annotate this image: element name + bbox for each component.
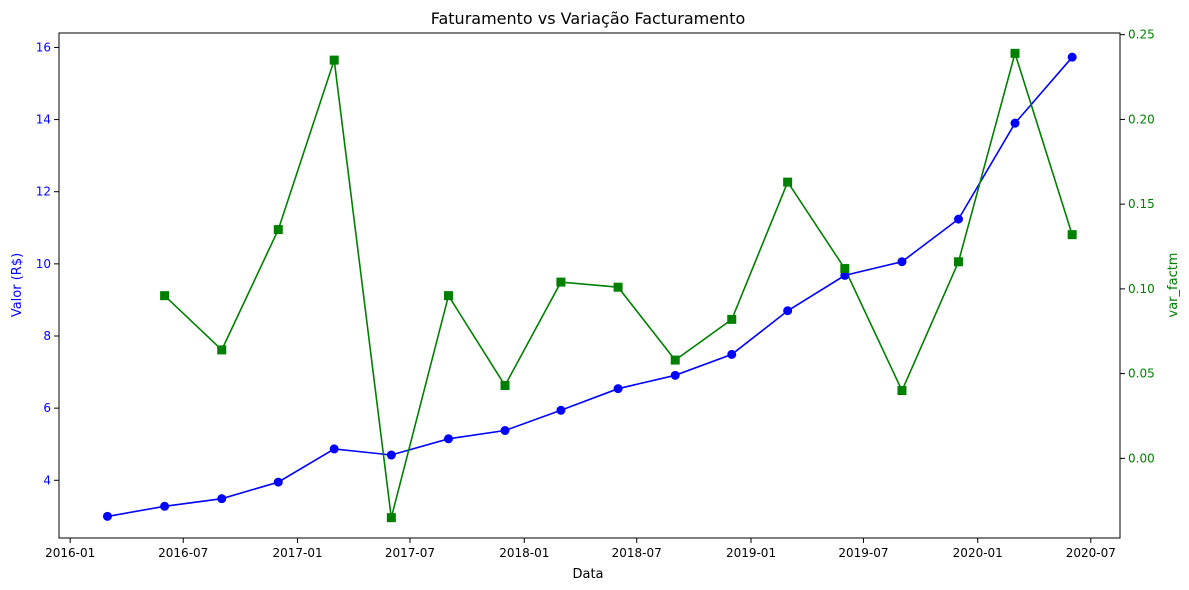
series-0-point [556,405,566,415]
series-0-point [386,450,396,460]
series-0-point [329,444,339,454]
series-0-point [1010,118,1020,128]
series-0-line [107,56,1073,518]
left-axis-label: Valor (R$) [10,253,25,317]
x-axis-label: Data [572,567,603,582]
right-tick-label: 0.10 [1128,282,1155,296]
left-tick-label: 16 [36,40,51,54]
series-1-point [1067,230,1077,240]
series-1-point [783,177,793,187]
x-tick-label: 2017-01 [272,546,322,560]
x-tick-label: 2016-01 [45,546,95,560]
x-tick-label: 2019-01 [726,546,776,560]
series-1-point [670,355,680,365]
series-0-point [783,306,793,316]
right-tick-label: 0.25 [1128,28,1155,42]
right-tick-label: 0.20 [1128,112,1155,126]
series-1-point [727,314,737,324]
series-0-point [1067,52,1077,62]
series-1-point [217,345,227,355]
left-axis-ticks: 4 6 8 10 12 14 16 [36,40,59,487]
series-0-point [613,384,623,394]
series-0-point [500,426,510,436]
series-1-point [556,277,566,287]
right-tick-label: 0.05 [1128,367,1155,381]
x-tick-label: 2018-01 [499,546,549,560]
left-tick-label: 14 [36,113,51,127]
left-tick-label: 8 [43,329,51,343]
series-0-point [102,511,112,521]
series-0-point [727,349,737,359]
x-tick-label: 2016-07 [158,546,208,560]
series-1-point [273,225,283,235]
series-0-point [840,270,850,280]
series-0-point [670,370,680,380]
series-1-point [953,257,963,267]
right-axis-ticks: 0.00 0.05 0.10 0.15 0.20 0.25 [1120,28,1155,465]
series-1-point [613,282,623,292]
series-0-point [273,477,283,487]
plot-frame [58,32,1121,539]
right-tick-label: 0.00 [1128,451,1155,465]
x-tick-label: 2019-07 [838,546,888,560]
series-0-point [897,257,907,267]
left-tick-label: 4 [43,473,51,487]
x-tick-label: 2018-07 [612,546,662,560]
right-axis-label: var_factm [1166,253,1181,318]
chart-title: Faturamento vs Variação Facturamento [431,9,746,28]
series-1-point [1010,48,1020,58]
x-tick-label: 2020-01 [953,546,1003,560]
left-tick-label: 10 [36,257,51,271]
series-0-point [160,501,170,511]
series-1-point [897,386,907,396]
series-1-point [500,380,510,390]
left-tick-label: 12 [36,185,51,199]
series-1-point [386,513,396,523]
series-markers [102,48,1077,523]
x-axis-ticks: 2016-01 2016-07 2017-01 2017-07 2018-01 2018-… [45,538,1116,560]
series-lines [107,50,1073,518]
series-1-point [840,264,850,274]
series-0-point [217,494,227,504]
series-1-point [160,291,170,301]
series-1-point [443,291,453,301]
series-0-point [443,434,453,444]
x-tick-label: 2020-07 [1066,546,1116,560]
left-tick-label: 6 [43,401,51,415]
series-0-point [953,214,963,224]
x-tick-label: 2017-07 [385,546,435,560]
right-tick-label: 0.15 [1128,197,1155,211]
series-1-point [329,55,339,65]
